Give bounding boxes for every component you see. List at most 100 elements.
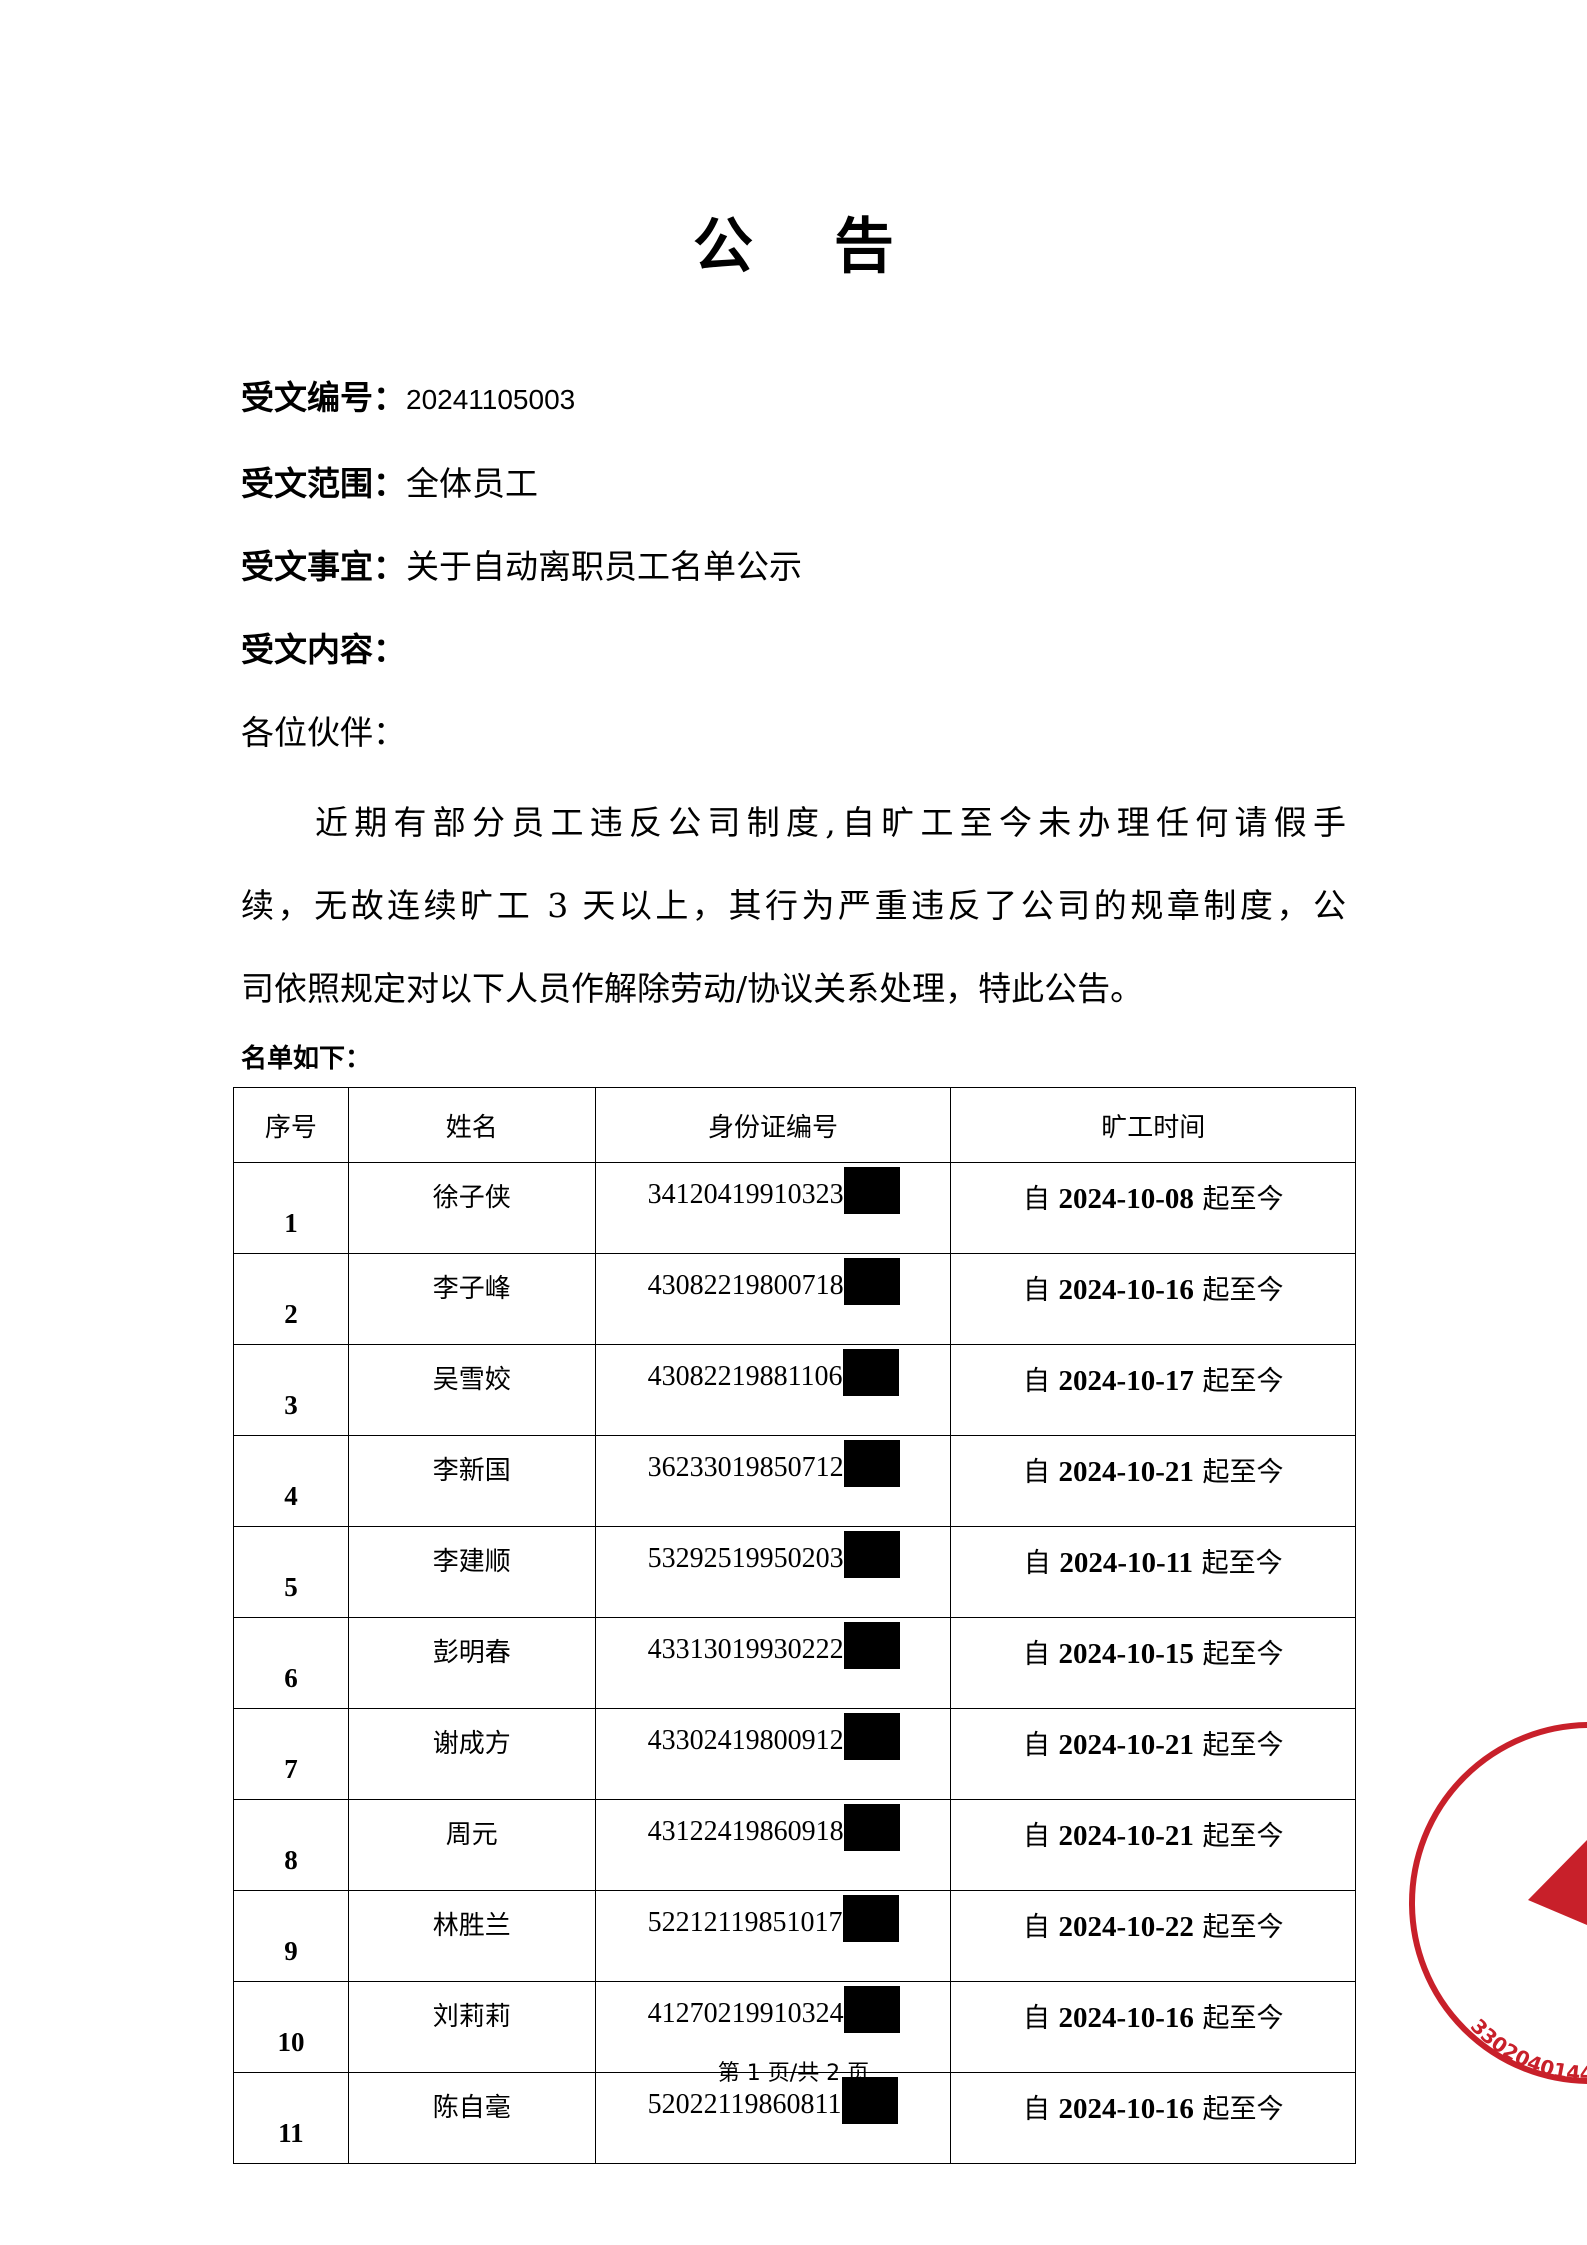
date-value: 2024-10-16 [1058, 2093, 1194, 2125]
date-suffix: 起至今 [1202, 2003, 1284, 2034]
date-prefix: 自 [1022, 1275, 1050, 1306]
cell-date: 自 2024-10-16 起至今 [950, 1981, 1356, 2073]
cell-id: 52022119860811 [594, 2072, 952, 2164]
date-prefix: 自 [1022, 1730, 1050, 1761]
cell-date: 自 2024-10-21 起至今 [950, 1799, 1356, 1891]
id-number: 43302419800912 [647, 1725, 844, 1756]
redaction-box [843, 1986, 900, 2033]
date-value: 2024-10-21 [1058, 1456, 1194, 1488]
redaction-box [842, 1349, 899, 1396]
redaction-box [841, 2077, 898, 2124]
table-row: 3 吴雪姣 43082219881106 自 2024-10-17 起至今 [233, 1344, 1356, 1436]
redaction-box [843, 1167, 900, 1214]
meta-label: 受文范围： [241, 464, 406, 503]
date-suffix: 起至今 [1202, 1184, 1284, 1215]
table-header-row: 序号 姓名 身份证编号 旷工时间 [233, 1087, 1356, 1163]
cell-name: 吴雪姣 [347, 1344, 596, 1436]
date-value: 2024-10-16 [1058, 1274, 1194, 1306]
cell-id: 43082219800718 [594, 1253, 952, 1345]
cell-id: 36233019850712 [594, 1435, 952, 1527]
cell-id: 43082219881106 [594, 1344, 952, 1436]
table-row: 9 林胜兰 52212119851017 自 2024-10-22 起至今 [233, 1890, 1356, 1982]
id-number: 41270219910324 [647, 1998, 844, 2029]
id-number: 53292519950203 [647, 1543, 844, 1574]
cell-name: 李建顺 [347, 1526, 596, 1618]
body-line: 近期有部分员工违反公司制度,自旷工至今未办理任何请假手 [315, 803, 1346, 842]
date-suffix: 起至今 [1201, 1548, 1283, 1579]
cell-date: 自 2024-10-22 起至今 [950, 1890, 1356, 1982]
cell-name: 周元 [347, 1799, 596, 1891]
id-number: 52212119851017 [647, 1907, 843, 1938]
redaction-box [843, 1258, 900, 1305]
cell-id: 34120419910323 [594, 1162, 952, 1254]
date-suffix: 起至今 [1202, 1275, 1284, 1306]
header-id: 身份证编号 [594, 1087, 952, 1163]
cell-name: 李新国 [347, 1435, 596, 1527]
table-row: 7 谢成方 43302419800912 自 2024-10-21 起至今 [233, 1708, 1356, 1800]
redaction-box [843, 1440, 900, 1487]
cell-name: 谢成方 [347, 1708, 596, 1800]
date-prefix: 自 [1022, 1184, 1050, 1215]
cell-no: 6 [233, 1617, 349, 1709]
cell-name: 彭明春 [347, 1617, 596, 1709]
cell-id: 43313019930222 [594, 1617, 952, 1709]
date-prefix: 自 [1022, 1366, 1050, 1397]
cell-no: 1 [233, 1162, 349, 1254]
cell-no: 2 [233, 1253, 349, 1345]
cell-id: 53292519950203 [594, 1526, 952, 1618]
redaction-box [843, 1531, 900, 1578]
date-prefix: 自 [1022, 1912, 1050, 1943]
cell-date: 自 2024-10-21 起至今 [950, 1435, 1356, 1527]
header-no: 序号 [233, 1087, 349, 1163]
cell-name: 李子峰 [347, 1253, 596, 1345]
cell-id: 52212119851017 [594, 1890, 952, 1982]
meta-label: 受文编号： [241, 378, 406, 417]
date-value: 2024-10-08 [1058, 1183, 1194, 1215]
cell-date: 自 2024-10-17 起至今 [950, 1344, 1356, 1436]
meta-scope: 受文范围：全体员工 [241, 464, 538, 504]
redaction-box [842, 1895, 899, 1942]
seal-name: 宁波杰博 [1400, 1757, 1405, 1953]
date-value: 2024-10-17 [1058, 1365, 1194, 1397]
table-row: 5 李建顺 53292519950203 自 2024-10-11 起至今 [233, 1526, 1356, 1618]
meta-value: 关于自动离职员工名单公示 [406, 547, 802, 586]
page-footer: 第 1 页/共 2 页 [717, 2061, 870, 2086]
cell-name: 刘莉莉 [347, 1981, 596, 2073]
header-name: 姓名 [347, 1087, 596, 1163]
table-row: 10 刘莉莉 41270219910324 自 2024-10-16 起至今 [233, 1981, 1356, 2073]
cell-no: 11 [233, 2072, 349, 2164]
date-prefix: 自 [1022, 1639, 1050, 1670]
id-number: 52022119860811 [647, 2089, 842, 2120]
seal-star [1528, 1840, 1587, 1925]
cell-no: 3 [233, 1344, 349, 1436]
date-value: 2024-10-21 [1058, 1729, 1194, 1761]
cell-date: 自 2024-10-15 起至今 [950, 1617, 1356, 1709]
cell-no: 4 [233, 1435, 349, 1527]
date-value: 2024-10-22 [1058, 1911, 1194, 1943]
id-number: 43082219800718 [647, 1270, 844, 1301]
table-row: 2 李子峰 43082219800718 自 2024-10-16 起至今 [233, 1253, 1356, 1345]
table-row: 6 彭明春 43313019930222 自 2024-10-15 起至今 [233, 1617, 1356, 1709]
meta-label: 受文内容： [241, 630, 406, 669]
date-suffix: 起至今 [1202, 1639, 1284, 1670]
date-prefix: 自 [1022, 1457, 1050, 1488]
table-row: 4 李新国 36233019850712 自 2024-10-21 起至今 [233, 1435, 1356, 1527]
table-row: 11 陈自毫 52022119860811 自 2024-10-16 起至今 [233, 2072, 1356, 2164]
cell-name: 徐子侠 [347, 1162, 596, 1254]
date-suffix: 起至今 [1202, 1730, 1284, 1761]
table-row: 8 周元 43122419860918 自 2024-10-21 起至今 [233, 1799, 1356, 1891]
greeting: 各位伙伴： [241, 713, 406, 752]
meta-value: 全体员工 [406, 464, 538, 503]
date-value: 2024-10-15 [1058, 1638, 1194, 1670]
date-value: 2024-10-11 [1059, 1547, 1194, 1579]
date-prefix: 自 [1022, 1821, 1050, 1852]
meta-subject: 受文事宜：关于自动离职员工名单公示 [241, 547, 802, 587]
cell-no: 7 [233, 1708, 349, 1800]
cell-date: 自 2024-10-21 起至今 [950, 1708, 1356, 1800]
body-line: 司依照规定对以下人员作解除劳动/协议关系处理，特此公告。 [241, 969, 1144, 1008]
cell-no: 9 [233, 1890, 349, 1982]
cell-id: 43302419800912 [594, 1708, 952, 1800]
cell-no: 10 [233, 1981, 349, 2073]
list-label: 名单如下： [241, 1044, 372, 1074]
company-seal: 宁波杰博 33020401445656 [1400, 1710, 1587, 2085]
